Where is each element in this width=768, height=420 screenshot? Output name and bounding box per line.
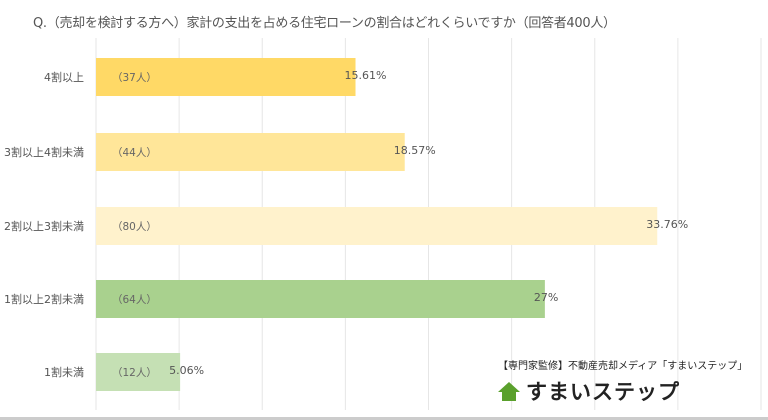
category-label: 4割以上: [44, 70, 84, 84]
value-label: 15.61%: [345, 69, 387, 82]
bar: [96, 207, 658, 245]
brand-logo: すまいステップ: [498, 376, 747, 406]
value-label: 5.06%: [169, 364, 204, 377]
count-label: （12人）: [112, 367, 157, 379]
value-label: 33.76%: [646, 218, 688, 231]
brand-block: 【専門家監修】不動産売却メディア「すまいステップ」 すまいステップ: [498, 357, 747, 406]
category-label: 2割以上3割未満: [4, 219, 84, 233]
count-label: （80人）: [112, 221, 157, 233]
category-label: 1割未満: [44, 365, 84, 379]
value-label: 18.57%: [394, 144, 436, 157]
count-label: （37人）: [112, 72, 157, 84]
chart-title: Q.（売却を検討する方へ）家計の支出を占める住宅ローンの割合はどれくらいですか（…: [33, 16, 616, 31]
category-label: 3割以上4割未満: [4, 145, 84, 159]
bar: [96, 280, 545, 318]
count-label: （64人）: [112, 294, 157, 306]
category-label: 1割以上2割未満: [4, 292, 84, 306]
bottom-border: [0, 417, 768, 420]
bar: [96, 133, 405, 171]
count-label: （44人）: [112, 147, 157, 159]
brand-subtitle: 【専門家監修】不動産売却メディア「すまいステップ」: [498, 361, 748, 372]
bar: [96, 58, 356, 96]
house-icon: [498, 382, 520, 401]
brand-name: すまいステップ: [526, 380, 680, 404]
bar: [96, 353, 181, 391]
value-label: 27%: [534, 291, 558, 304]
